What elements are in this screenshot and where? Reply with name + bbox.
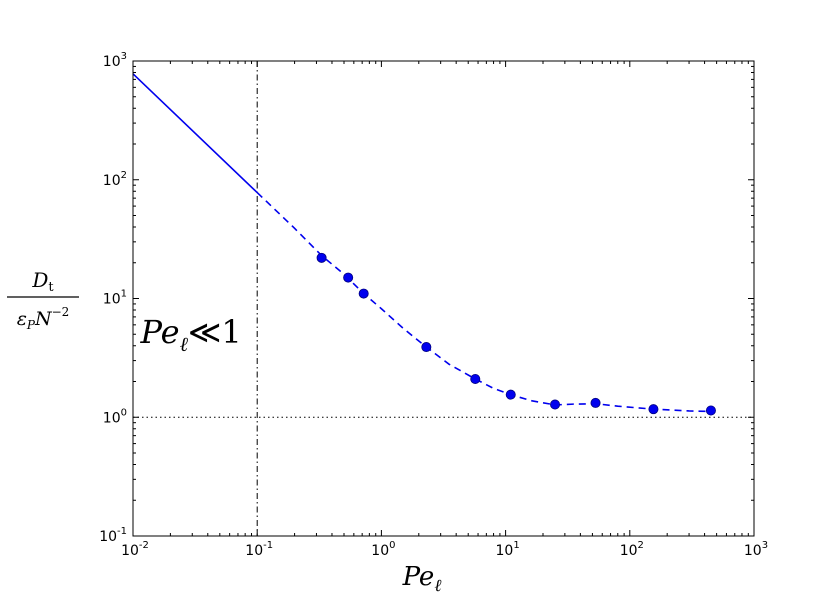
y-axis-label-numerator-sub: t (48, 280, 54, 295)
y-axis-label: Dt εPN−2 (7, 268, 79, 332)
plot-area (132, 61, 754, 536)
tick-label-base: 10 (103, 292, 121, 308)
tick-label-base: 10 (245, 543, 263, 559)
tick-label-exponent: -1 (263, 540, 273, 551)
data-point (343, 272, 354, 283)
svg-text:Dt: Dt (31, 268, 54, 295)
data-point (590, 397, 601, 408)
tick-label-base: 10 (744, 543, 762, 559)
tick-label-base: 10 (495, 543, 513, 559)
data-point (470, 373, 481, 384)
x-tick-label: 103 (744, 540, 768, 559)
tick-label-exponent: -2 (139, 540, 149, 551)
svg-text:εPN−2: εPN−2 (17, 305, 70, 332)
tick-label-base: 10 (99, 529, 117, 545)
data-point (316, 252, 327, 263)
y-axis-label-denominator-eps: ε (17, 308, 27, 330)
annotation-relation: ≪1 (188, 313, 242, 351)
tick-label-base: 10 (121, 543, 139, 559)
tick-label-exponent: 0 (121, 407, 127, 418)
tick-label-base: 10 (103, 54, 121, 70)
axes-frame (132, 60, 755, 537)
asymptote-line (132, 73, 258, 194)
tick-label-base: 10 (103, 410, 121, 426)
y-tick-label: 10-1 (99, 526, 127, 545)
y-axis-label-denominator-n: N (34, 308, 53, 330)
y-axis-label-numerator: D (31, 268, 48, 292)
y-axis-label-denominator-sub: P (26, 318, 36, 332)
tick-label-exponent: 0 (389, 540, 395, 551)
x-tick-label: 102 (620, 540, 644, 559)
y-tick-label: 101 (103, 289, 127, 308)
y-tick-label: 102 (103, 170, 127, 189)
data-point (358, 288, 369, 299)
tick-label-base: 10 (103, 173, 121, 189)
tick-label-base: 10 (620, 543, 638, 559)
data-point (421, 342, 432, 353)
tick-label-base: 10 (371, 543, 389, 559)
x-tick-label: 10-2 (121, 540, 149, 559)
annotation-main: Pe (140, 313, 180, 351)
data-point (648, 404, 659, 415)
y-tick-label: 103 (103, 51, 127, 70)
x-axis-label-main: Pe (402, 562, 435, 592)
x-tick-label: 10-1 (245, 540, 273, 559)
annotation-sub: ℓ (180, 332, 189, 356)
annotation-regime-label: Peℓ≪1 (140, 313, 242, 356)
tick-label-exponent: 3 (762, 540, 768, 551)
y-tick-label: 100 (103, 407, 127, 426)
tick-label-exponent: 2 (121, 170, 127, 181)
tick-label-exponent: 3 (121, 51, 127, 62)
tick-label-exponent: 2 (638, 540, 644, 551)
x-axis-label: Peℓ (402, 562, 442, 596)
tick-label-exponent: -1 (117, 526, 127, 537)
fit-curve-dashed (256, 191, 711, 413)
x-tick-label: 100 (371, 540, 395, 559)
data-point (505, 389, 516, 400)
data-point (705, 405, 716, 416)
x-axis-label-sub: ℓ (434, 576, 441, 596)
data-point (550, 399, 561, 410)
y-axis-label-denominator-exp: −2 (52, 305, 70, 319)
tick-label-exponent: 1 (121, 289, 127, 300)
tick-label-exponent: 1 (513, 540, 519, 551)
x-tick-label: 101 (495, 540, 519, 559)
